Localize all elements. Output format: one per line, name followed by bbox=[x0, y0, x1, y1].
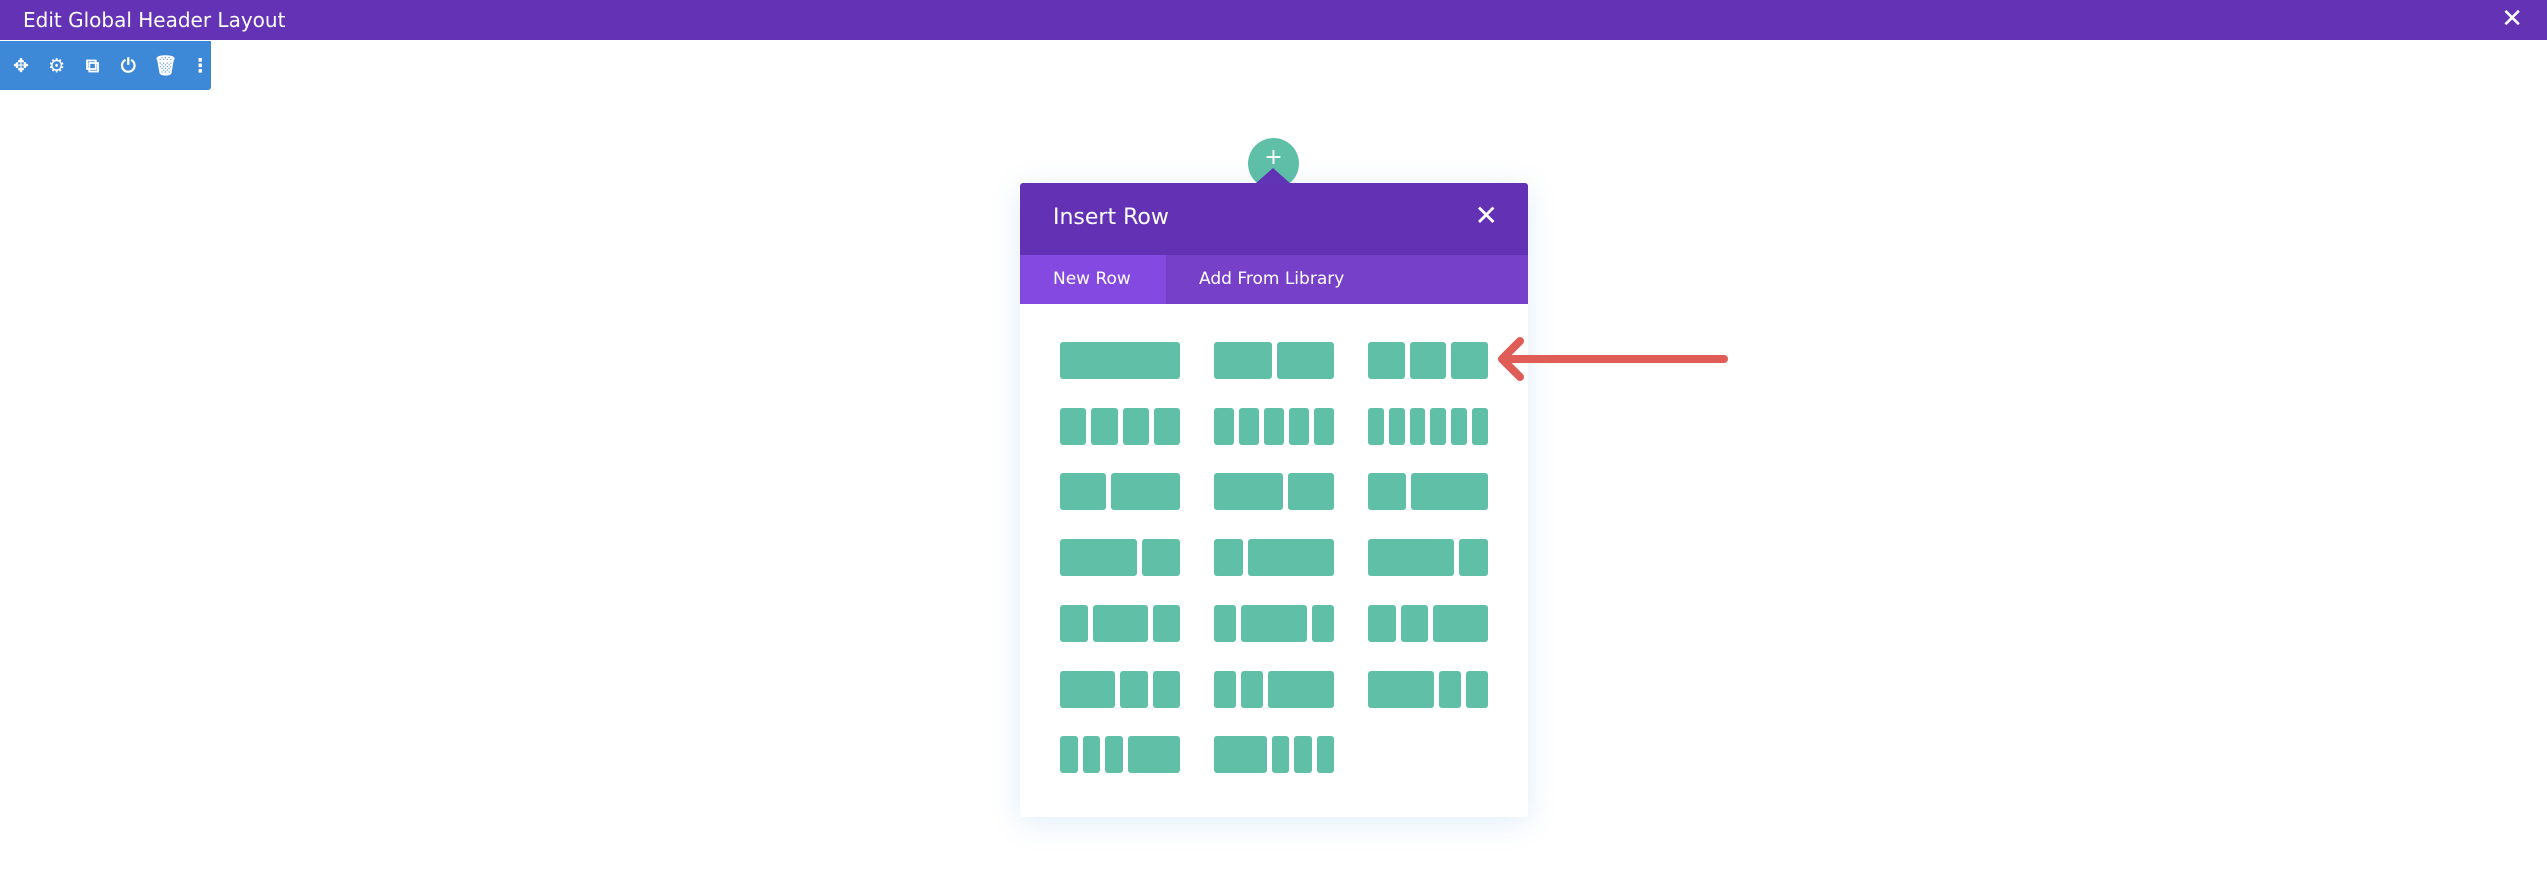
row-layout-option[interactable] bbox=[1368, 407, 1488, 445]
row-layout-option[interactable] bbox=[1214, 407, 1334, 445]
tab-add-from-library[interactable]: Add From Library bbox=[1199, 269, 1345, 289]
row-layout-option[interactable] bbox=[1060, 670, 1180, 708]
column-block bbox=[1368, 670, 1434, 708]
row-layout-option[interactable] bbox=[1214, 539, 1334, 577]
insert-row-panel: Insert Row ✕ New Row Add From Library bbox=[1020, 183, 1528, 817]
window-title: Edit Global Header Layout bbox=[23, 8, 286, 32]
column-block bbox=[1409, 407, 1426, 445]
column-block bbox=[1388, 407, 1405, 445]
column-block bbox=[1400, 604, 1428, 642]
row-layout-option[interactable] bbox=[1214, 473, 1334, 511]
row-layout-option[interactable] bbox=[1368, 670, 1488, 708]
column-block bbox=[1368, 539, 1455, 577]
close-panel-icon[interactable]: ✕ bbox=[1474, 199, 1498, 232]
column-block bbox=[1368, 342, 1405, 379]
column-block bbox=[1127, 736, 1180, 774]
gear-icon[interactable]: ⚙ bbox=[48, 54, 66, 77]
panel-header: Insert Row ✕ bbox=[1020, 183, 1528, 255]
row-layout-option[interactable] bbox=[1368, 342, 1489, 379]
row-layout-option[interactable] bbox=[1368, 473, 1488, 511]
row-layout-option[interactable] bbox=[1368, 539, 1488, 577]
row-layout-option[interactable] bbox=[1214, 342, 1334, 379]
close-icon[interactable]: ✕ bbox=[2501, 4, 2523, 34]
panel-tabs: New Row Add From Library bbox=[1020, 255, 1528, 304]
more-vertical-icon[interactable]: ⋮ bbox=[190, 54, 210, 77]
column-block bbox=[1368, 407, 1384, 445]
column-block bbox=[1060, 604, 1088, 642]
column-block bbox=[1214, 407, 1234, 445]
column-block bbox=[1060, 342, 1180, 379]
column-block bbox=[1111, 473, 1180, 511]
column-block bbox=[1368, 604, 1396, 642]
row-layout-option[interactable] bbox=[1214, 670, 1334, 708]
column-block bbox=[1459, 539, 1488, 577]
column-block bbox=[1316, 736, 1334, 774]
column-block bbox=[1122, 407, 1149, 445]
column-block bbox=[1105, 736, 1123, 774]
column-block bbox=[1060, 670, 1115, 708]
title-bar: Edit Global Header Layout ✕ bbox=[0, 0, 2547, 40]
column-block bbox=[1152, 604, 1180, 642]
column-block bbox=[1451, 407, 1468, 445]
column-block bbox=[1214, 342, 1272, 379]
trash-icon[interactable]: 🗑 bbox=[153, 55, 178, 77]
row-layout-option[interactable] bbox=[1060, 604, 1180, 642]
column-block bbox=[1268, 670, 1334, 708]
column-block bbox=[1433, 604, 1488, 642]
row-layout-option[interactable] bbox=[1060, 539, 1180, 577]
column-block bbox=[1276, 342, 1334, 379]
column-block bbox=[1060, 473, 1106, 511]
row-layout-option[interactable] bbox=[1060, 473, 1180, 511]
panel-title: Insert Row bbox=[1053, 205, 1169, 230]
column-block bbox=[1060, 407, 1087, 445]
row-layout-option[interactable] bbox=[1214, 604, 1334, 642]
column-block bbox=[1141, 539, 1180, 577]
column-block bbox=[1239, 407, 1259, 445]
column-block bbox=[1289, 407, 1309, 445]
column-block bbox=[1409, 342, 1447, 379]
column-block bbox=[1430, 407, 1447, 445]
column-block bbox=[1241, 670, 1263, 708]
row-layout-option[interactable] bbox=[1214, 736, 1334, 774]
column-block bbox=[1153, 407, 1180, 445]
column-block bbox=[1120, 670, 1148, 708]
column-block bbox=[1264, 407, 1284, 445]
column-block bbox=[1092, 604, 1148, 642]
power-icon[interactable]: ⏻ bbox=[120, 54, 136, 77]
column-block bbox=[1060, 539, 1137, 577]
row-layout-option[interactable] bbox=[1060, 407, 1180, 445]
arrow-annotation-icon bbox=[1498, 337, 1728, 381]
tab-new-row[interactable]: New Row bbox=[1020, 255, 1166, 304]
column-block bbox=[1214, 539, 1243, 577]
column-block bbox=[1082, 736, 1100, 774]
column-block bbox=[1152, 670, 1180, 708]
column-block bbox=[1451, 342, 1489, 379]
column-block bbox=[1247, 539, 1334, 577]
column-block bbox=[1472, 407, 1488, 445]
column-block bbox=[1091, 407, 1118, 445]
column-block bbox=[1439, 670, 1461, 708]
column-block bbox=[1241, 604, 1307, 642]
column-block bbox=[1214, 670, 1236, 708]
column-block bbox=[1294, 736, 1312, 774]
column-block bbox=[1314, 407, 1334, 445]
row-layout-option[interactable] bbox=[1060, 736, 1180, 774]
move-icon[interactable]: ✥ bbox=[12, 54, 29, 77]
column-block bbox=[1411, 473, 1488, 511]
column-block bbox=[1214, 473, 1283, 511]
column-block bbox=[1271, 736, 1289, 774]
section-toolbar: ✥ ⚙ ⧉ ⏻ 🗑 ⋮ bbox=[0, 41, 211, 90]
row-layout-option[interactable] bbox=[1368, 604, 1488, 642]
column-block bbox=[1214, 736, 1267, 774]
column-block bbox=[1312, 604, 1334, 642]
column-block bbox=[1368, 473, 1407, 511]
duplicate-icon[interactable]: ⧉ bbox=[85, 54, 100, 77]
column-block bbox=[1288, 473, 1334, 511]
plus-icon: + bbox=[1264, 145, 1283, 170]
panel-caret bbox=[1255, 168, 1291, 184]
column-block bbox=[1466, 670, 1488, 708]
column-block bbox=[1060, 736, 1078, 774]
column-block bbox=[1214, 604, 1236, 642]
row-layout-option[interactable] bbox=[1060, 342, 1180, 379]
